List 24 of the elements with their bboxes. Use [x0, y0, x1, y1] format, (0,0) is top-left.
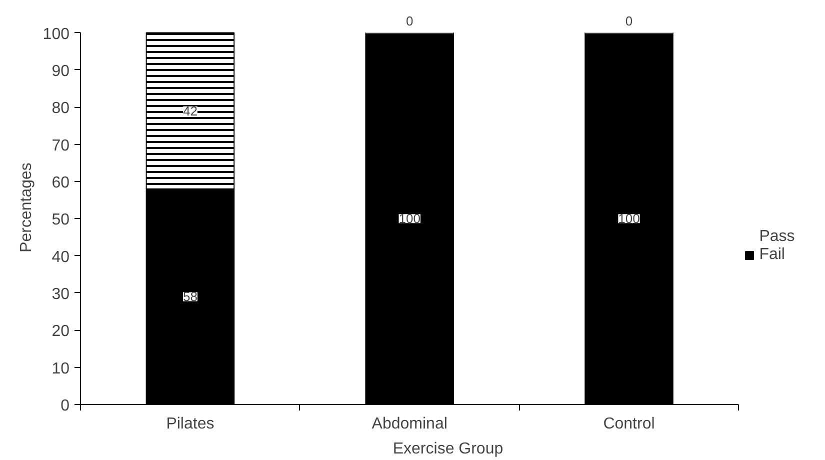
y-tick-label: 10 — [52, 360, 70, 378]
x-axis-title: Exercise Group — [392, 440, 504, 458]
y-axis-title: Percentages — [18, 162, 35, 252]
x-tick-label: Control — [603, 416, 655, 432]
x-tick-label: Abdominal — [372, 416, 448, 432]
y-tick-label: 50 — [52, 212, 70, 229]
data-label: 58 — [182, 289, 198, 304]
y-tick-label: 30 — [52, 286, 70, 303]
legend-label: Fail — [759, 246, 785, 264]
y-tick-label: 70 — [52, 137, 70, 154]
y-tick-label: 100 — [42, 26, 70, 43]
y-tick-label: 80 — [52, 100, 70, 118]
y-tick-label: 40 — [52, 248, 70, 266]
data-label: 0 — [406, 13, 414, 28]
x-tick-label: Pilates — [166, 416, 214, 432]
y-tick-label: 90 — [52, 62, 70, 80]
data-label: 0 — [625, 13, 633, 28]
data-label: 42 — [182, 103, 198, 118]
data-label: 100 — [398, 211, 420, 226]
data-label: 100 — [618, 211, 640, 226]
y-tick-label: 60 — [52, 174, 70, 192]
y-tick-label: 0 — [60, 398, 70, 414]
y-tick-label: 20 — [52, 323, 70, 340]
text: Pass — [759, 228, 795, 246]
